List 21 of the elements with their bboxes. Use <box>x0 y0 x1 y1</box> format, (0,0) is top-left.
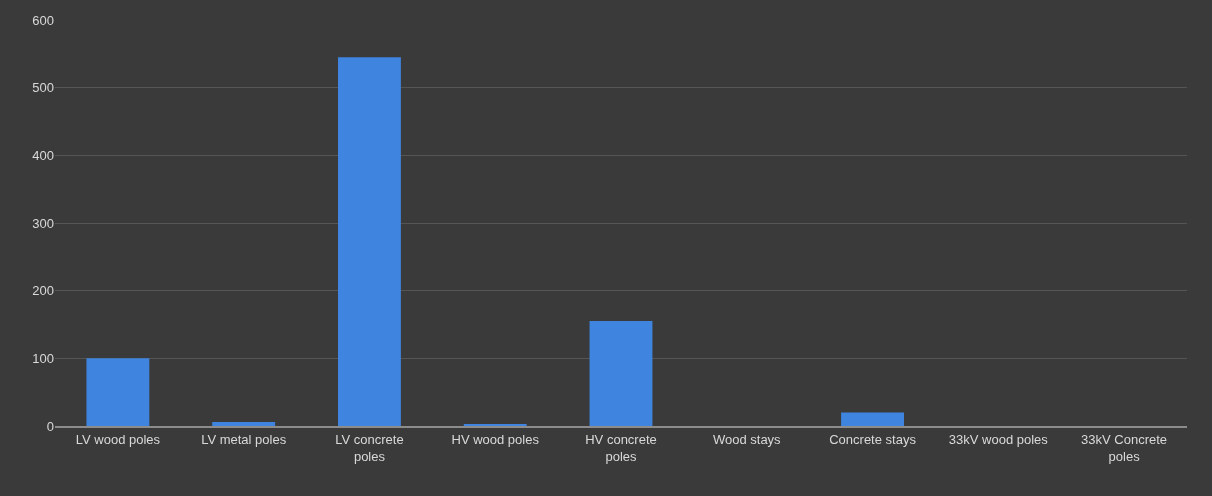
y-tick-label: 600 <box>32 12 54 28</box>
y-tick-label: 300 <box>32 215 54 231</box>
bar <box>841 412 904 426</box>
x-tick-label: HV wood poles <box>451 431 540 447</box>
x-tick-label: 33kV Concrete poles <box>1081 431 1168 464</box>
x-tick-label: 33kV wood poles <box>948 431 1049 447</box>
y-tick-label: 400 <box>32 147 54 163</box>
y-tick-label: 100 <box>32 350 54 366</box>
x-tick-label: LV metal poles <box>201 431 287 447</box>
x-tick-label: LV wood poles <box>75 431 161 447</box>
y-tick-label: 0 <box>46 418 54 434</box>
x-tick-label: LV concrete poles <box>335 431 404 464</box>
y-tick-label: 500 <box>32 80 54 96</box>
bar <box>338 57 401 426</box>
x-tick-label: Wood stays <box>712 431 782 447</box>
x-tick-label: Concrete stays <box>829 431 917 447</box>
y-tick-label: 200 <box>32 283 54 299</box>
bar <box>86 358 150 426</box>
x-tick-label: HV concrete poles <box>585 431 657 464</box>
bar <box>212 421 276 426</box>
bar <box>589 321 653 426</box>
